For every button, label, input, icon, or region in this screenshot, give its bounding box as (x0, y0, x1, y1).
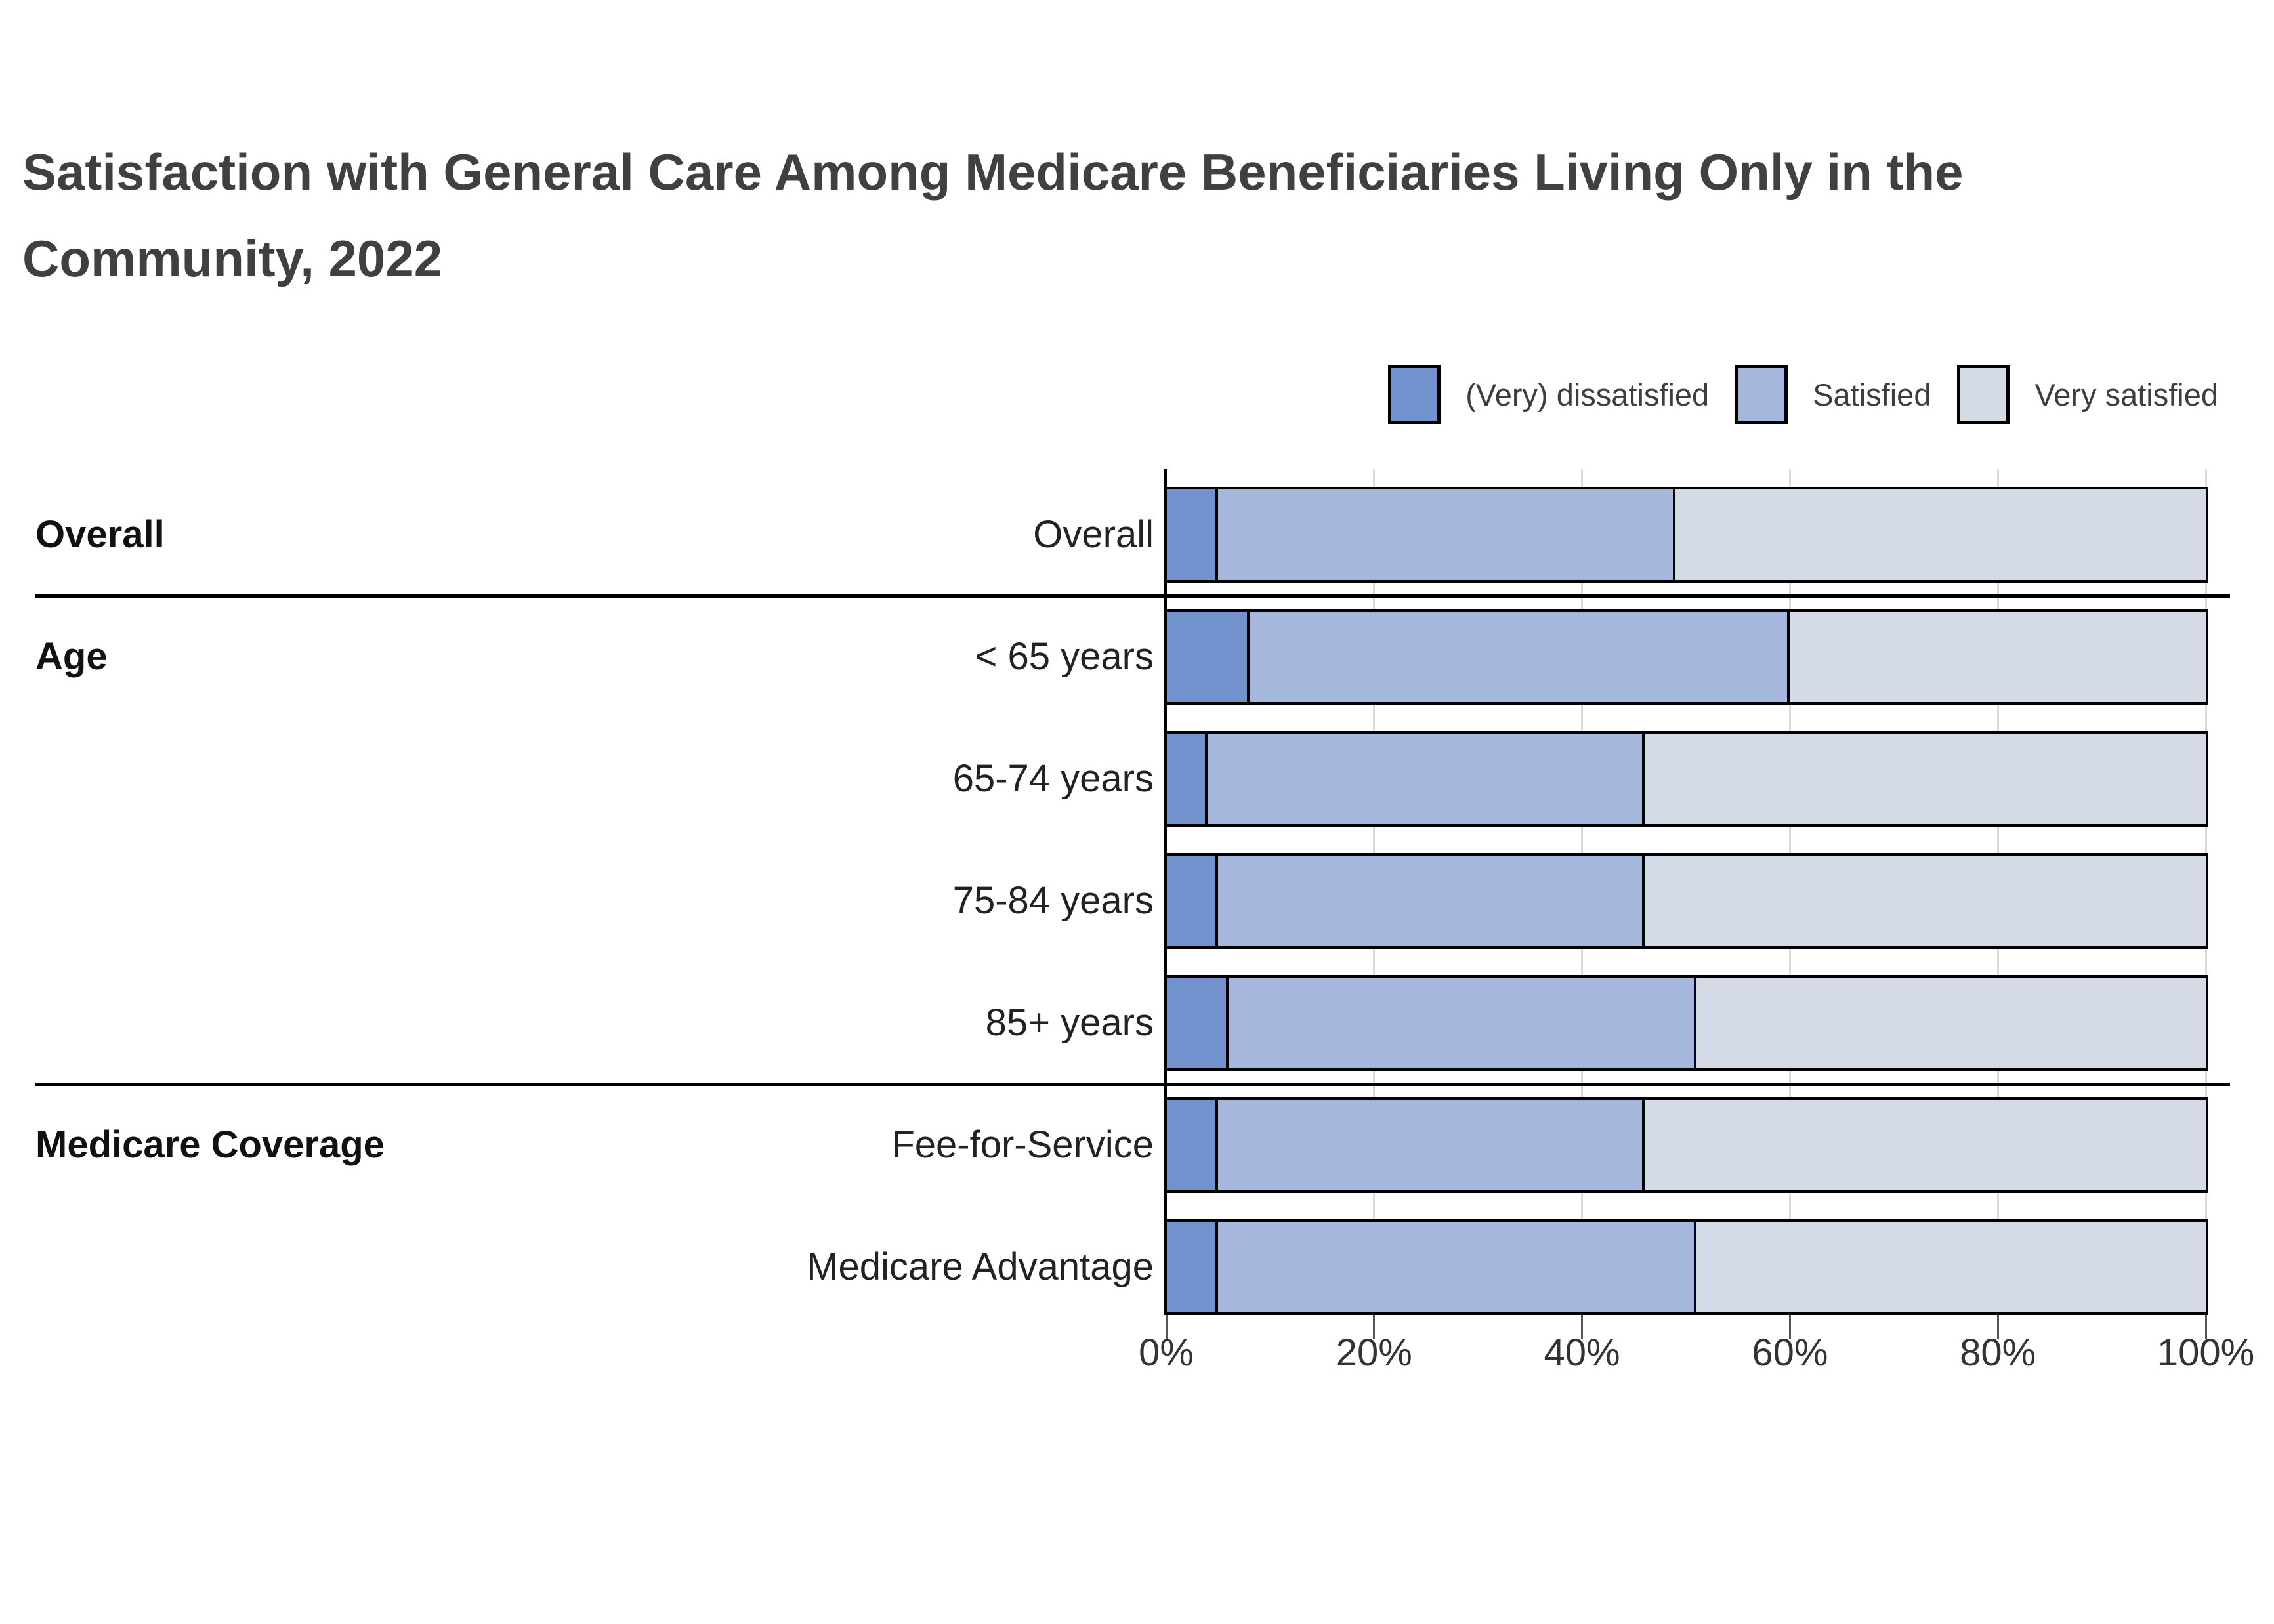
x-tick-label: 20% (1336, 1331, 1412, 1374)
legend-swatch-satisfied (1735, 365, 1788, 424)
bar-row (1164, 731, 2208, 827)
bar-segment (1696, 978, 2206, 1068)
bar-label: Medicare Advantage (807, 1245, 1154, 1288)
bar-label: 75-84 years (952, 879, 1154, 922)
legend: (Very) dissatisfied Satisfied Very satis… (1388, 365, 2218, 424)
bar-row (1164, 853, 2208, 949)
x-tick-label: 60% (1752, 1331, 1828, 1374)
bar-label: < 65 years (975, 635, 1154, 678)
x-tick-100 (2204, 1315, 2207, 1339)
group-label: Age (35, 635, 108, 678)
group-label: Overall (35, 513, 165, 556)
group-label: Medicare Coverage (35, 1123, 385, 1166)
x-tick-label: 80% (1960, 1331, 2036, 1374)
x-tick-80 (1996, 1315, 1999, 1339)
legend-swatch-very-satisfied (1957, 365, 2010, 424)
bar-segment (1644, 734, 2206, 824)
chart-title: Satisfaction with General Care Among Med… (22, 129, 2254, 302)
group-separator (35, 1082, 2230, 1086)
bar-segment (1166, 1222, 1219, 1312)
legend-item-very-satisfied: Very satisfied (1957, 365, 2218, 424)
bar-segment (1229, 978, 1696, 1068)
bar-segment (1696, 1222, 2206, 1312)
bar-segment (1166, 612, 1250, 702)
legend-label-satisfied: Satisfied (1813, 377, 1931, 412)
y-axis-line (1164, 469, 1167, 1315)
legend-label-dissatisfied: (Very) dissatisfied (1465, 377, 1710, 412)
bar-segment (1644, 1100, 2206, 1190)
x-tick-label: 100% (2157, 1331, 2255, 1374)
x-tick-40 (1581, 1315, 1584, 1339)
bar-segment (1166, 856, 1219, 946)
legend-label-very-satisfied: Very satisfied (2034, 377, 2218, 412)
legend-item-satisfied: Satisfied (1735, 365, 1931, 424)
chart-title-line1: Satisfaction with General Care Among Med… (22, 143, 1964, 201)
bar-segment (1208, 734, 1645, 824)
bar-segment (1166, 734, 1208, 824)
bar-segment (1166, 1100, 1219, 1190)
x-tick-label: 40% (1544, 1331, 1620, 1374)
x-tick-label: 0% (1139, 1331, 1194, 1374)
bar-row (1164, 487, 2208, 583)
bar-label: Overall (1033, 513, 1154, 556)
bar-segment (1166, 978, 1229, 1068)
bar-segment (1218, 489, 1676, 580)
bar-segment (1249, 612, 1790, 702)
bar-label: 85+ years (985, 1001, 1154, 1044)
bar-label: 65-74 years (952, 757, 1154, 800)
x-tick-20 (1373, 1315, 1376, 1339)
bar-segment (1675, 489, 2206, 580)
bar-segment (1218, 1222, 1696, 1312)
bar-label: Fee-for-Service (891, 1123, 1154, 1166)
bar-segment (1644, 856, 2206, 946)
bar-row (1164, 1097, 2208, 1193)
bar-row (1164, 609, 2208, 705)
bar-segment (1218, 856, 1645, 946)
legend-item-dissatisfied: (Very) dissatisfied (1388, 365, 1709, 424)
bar-row (1164, 975, 2208, 1071)
group-separator (35, 594, 2230, 598)
bar-segment (1166, 489, 1219, 580)
x-tick-60 (1788, 1315, 1791, 1339)
x-tick-0 (1165, 1315, 1168, 1339)
bar-row (1164, 1219, 2208, 1315)
legend-swatch-dissatisfied (1388, 365, 1441, 424)
chart-title-line2: Community, 2022 (22, 230, 443, 287)
bar-segment (1218, 1100, 1645, 1190)
bar-segment (1790, 612, 2206, 702)
